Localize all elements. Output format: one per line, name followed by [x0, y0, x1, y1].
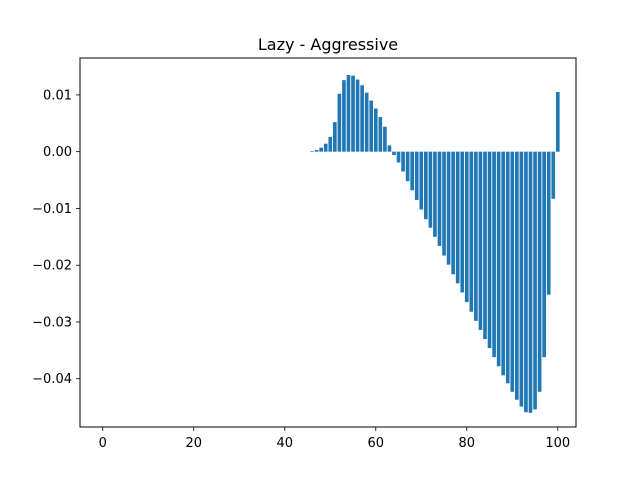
bar-97: [542, 151, 546, 358]
bar-69: [414, 151, 419, 200]
x-axis-ticks: 0 20 40 60 80 100: [99, 427, 570, 451]
bar-86: [492, 151, 496, 358]
bar-74: [437, 151, 442, 246]
bar-83: [478, 151, 483, 330]
bar-72: [428, 151, 433, 228]
bar-81: [469, 151, 474, 312]
bar-54: [346, 75, 351, 152]
bar-50: [328, 136, 333, 152]
bar-68: [410, 151, 414, 191]
bar-99: [551, 151, 556, 199]
bar-80: [464, 151, 469, 303]
y-tick-label: 0.01: [43, 88, 72, 103]
chart-title: Lazy - Aggressive: [258, 35, 398, 54]
bar-92: [519, 151, 524, 407]
bar-71: [424, 151, 428, 220]
bar-93: [524, 151, 528, 413]
bar-95: [533, 151, 537, 410]
bar-56: [355, 79, 360, 152]
bar-94: [528, 151, 533, 413]
bar-61: [378, 117, 383, 152]
bar-98: [546, 151, 551, 295]
x-tick-label: 80: [459, 436, 476, 451]
y-tick-label: 0.00: [43, 145, 72, 160]
y-tick-label: −0.02: [32, 259, 72, 274]
x-tick-label: 20: [185, 436, 202, 451]
bar-79: [460, 151, 465, 293]
bar-62: [383, 126, 387, 152]
bar-59: [369, 100, 374, 152]
bar-52: [337, 93, 342, 152]
bar-51: [333, 122, 337, 152]
bar-84: [483, 151, 487, 340]
bar-49: [323, 143, 328, 152]
bar-70: [419, 151, 424, 210]
bar-58: [364, 92, 369, 152]
bar-90: [510, 151, 515, 392]
y-tick-label: −0.01: [32, 202, 72, 217]
bar-85: [487, 151, 492, 349]
axes-frame: [79, 57, 577, 428]
bar-88: [501, 151, 506, 376]
x-tick-label: 0: [99, 436, 107, 451]
bar-78: [455, 151, 460, 284]
bar-66: [401, 151, 405, 172]
bar-77: [451, 151, 455, 275]
bar-64: [392, 151, 396, 156]
x-tick-label: 40: [276, 436, 293, 451]
bar-100: [555, 92, 560, 152]
bar-89: [505, 151, 510, 384]
bars-group: [310, 75, 560, 413]
bar-60: [373, 108, 378, 152]
bar-67: [405, 151, 410, 182]
bar-76: [446, 151, 451, 265]
bar-65: [396, 151, 401, 163]
x-tick-label: 60: [368, 436, 385, 451]
bar-87: [496, 151, 501, 367]
bar-47: [314, 149, 319, 152]
y-axis-ticks: 0.01 0.00 −0.01 −0.02 −0.03 −0.04: [32, 88, 80, 387]
bar-48: [319, 147, 323, 152]
bar-46: [310, 151, 314, 152]
bar-73: [433, 151, 437, 237]
y-tick-label: −0.04: [32, 372, 72, 387]
bar-82: [474, 151, 478, 321]
y-tick-label: −0.03: [32, 315, 72, 330]
x-tick-label: 100: [545, 436, 570, 451]
bar-91: [515, 151, 519, 400]
bar-57: [360, 85, 364, 152]
bar-55: [351, 75, 355, 152]
bar-63: [387, 145, 392, 152]
bar-96: [537, 151, 542, 392]
bar-75: [442, 151, 446, 256]
bar-53: [342, 80, 346, 152]
